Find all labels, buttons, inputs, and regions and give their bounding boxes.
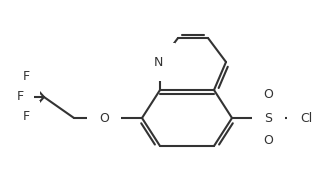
Text: F: F xyxy=(17,90,24,104)
Text: O: O xyxy=(263,135,273,147)
Text: Cl: Cl xyxy=(300,112,312,124)
Text: F: F xyxy=(23,111,30,124)
Text: F: F xyxy=(23,70,30,83)
Text: O: O xyxy=(263,89,273,101)
Text: N: N xyxy=(153,55,163,69)
Text: O: O xyxy=(99,112,109,124)
Text: S: S xyxy=(264,112,272,124)
